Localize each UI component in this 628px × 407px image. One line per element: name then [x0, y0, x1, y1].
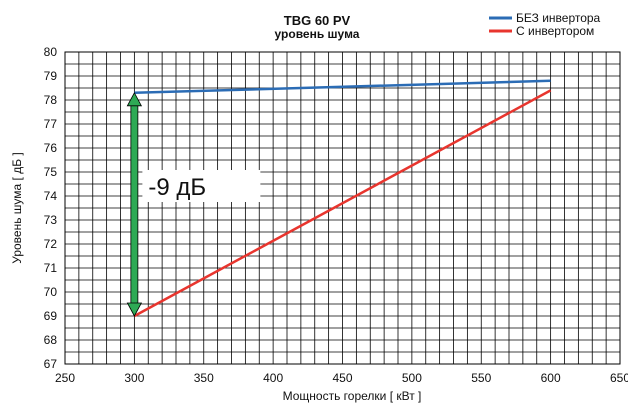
x-axis-label: Мощность горелки [ кВт ]	[283, 389, 422, 403]
y-axis-label: Уровень шума [ дБ ]	[10, 152, 24, 264]
annotation-label-background	[142, 170, 261, 202]
plot-frame	[64, 51, 621, 365]
x-tick-label: 650	[610, 371, 628, 385]
y-tick-label: 72	[44, 237, 58, 251]
legend-label: БЕЗ инвертора	[516, 11, 601, 25]
y-tick-label: 77	[44, 117, 58, 131]
legend-label: С инвертором	[516, 24, 594, 38]
y-tick-label: 68	[44, 333, 58, 347]
x-tick-label: 250	[55, 371, 75, 385]
y-tick-label: 75	[44, 165, 58, 179]
arrow-head-down	[126, 302, 143, 317]
chart-title: TBG 60 PV	[284, 13, 351, 28]
y-tick-label: 76	[44, 141, 58, 155]
series-line	[133, 89, 552, 318]
x-tick-label: 300	[124, 371, 144, 385]
chart-subtitle: уровень шума	[275, 27, 360, 41]
x-tick-label: 550	[471, 371, 491, 385]
y-tick-label: 70	[44, 285, 58, 299]
y-tick-label: 78	[44, 93, 58, 107]
y-tick-label: 79	[44, 69, 58, 83]
y-tick-label: 73	[44, 213, 58, 227]
y-tick-label: 69	[44, 309, 58, 323]
arrow-head-up	[126, 91, 143, 107]
x-tick-label: 500	[402, 371, 422, 385]
x-tick-label: 400	[263, 371, 283, 385]
axis-ticks: 250 300 350 400 450 500 550 600 650 67 68 69 70 71 72 7…	[44, 45, 628, 385]
annotation-label: -9 дБ	[148, 174, 206, 201]
x-tick-label: 350	[194, 371, 214, 385]
y-tick-label: 74	[44, 189, 58, 203]
chart-series	[133, 79, 552, 318]
series-line	[134, 79, 551, 95]
x-tick-label: 450	[332, 371, 352, 385]
arrow-shaft	[130, 104, 139, 305]
x-tick-label: 600	[541, 371, 561, 385]
y-tick-label: 71	[44, 261, 58, 275]
y-tick-label: 80	[44, 45, 58, 59]
y-tick-label: 67	[44, 357, 58, 371]
chart-annotation: -9 дБ	[126, 91, 261, 317]
